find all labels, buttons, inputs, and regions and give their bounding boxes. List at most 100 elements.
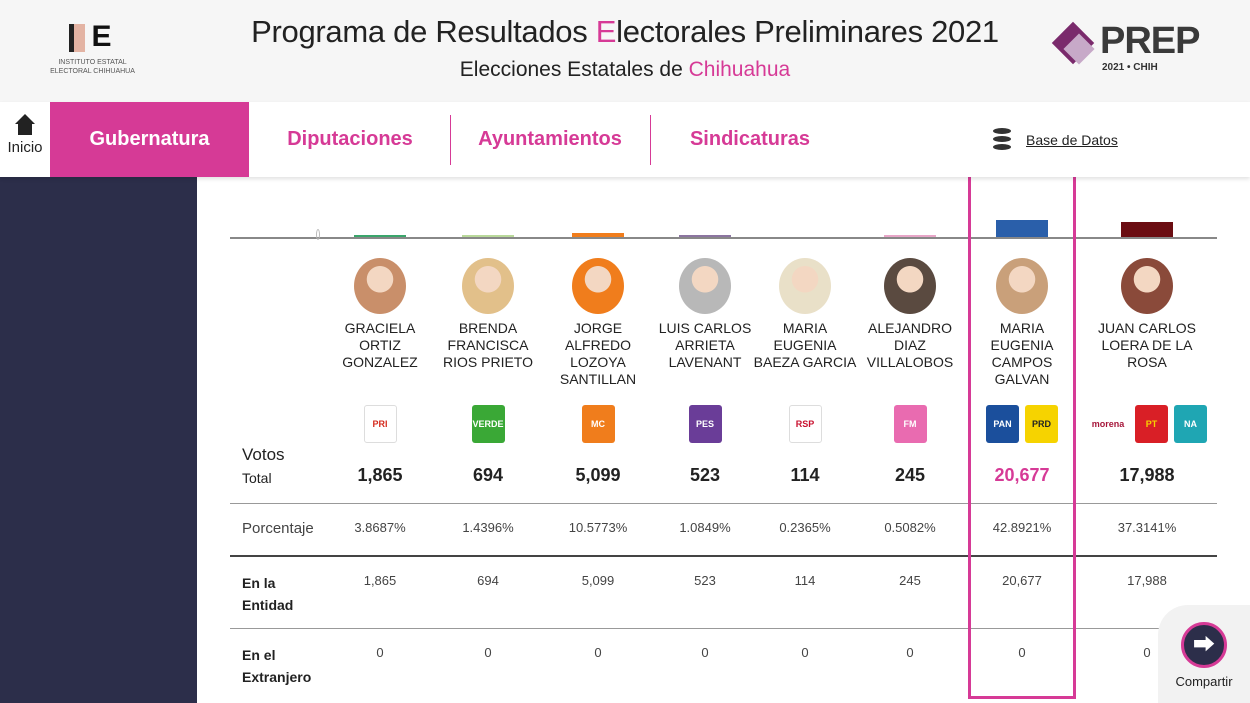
party-logos: RSP: [751, 404, 859, 444]
votes-extranjero: 0: [376, 645, 384, 660]
votes-entidad: 694: [477, 573, 499, 588]
percentage: 0.2365%: [779, 520, 831, 535]
percentage: 3.8687%: [354, 520, 406, 535]
votes-extranjero: 0: [906, 645, 914, 660]
party-logo: MC: [581, 405, 615, 443]
party-logos: morena PT NA: [1077, 404, 1217, 444]
votes-entidad: 5,099: [581, 573, 615, 588]
divider: [230, 628, 1217, 629]
candidate-photo: [354, 258, 406, 314]
total-votes: 523: [689, 465, 721, 485]
candidate-name: GRACIELA ORTIZ GONZALEZ: [342, 320, 418, 370]
party-logos: PAN PRD: [968, 404, 1076, 444]
party-logos: MC: [544, 404, 652, 444]
page-title: Programa de Resultados Electorales Preli…: [251, 14, 999, 49]
share-icon: ⮕: [1181, 622, 1227, 668]
party-logo: PRI: [363, 405, 397, 443]
party-logo: PT: [1135, 405, 1168, 443]
total-votes: 20,677: [994, 465, 1050, 485]
chart-axis: [230, 237, 1217, 239]
divider: [230, 555, 1217, 557]
total-votes: 5,099: [575, 465, 621, 485]
candidate-name: JORGE ALFREDO LOZOYA SANTILLAN: [559, 320, 637, 387]
votes-entidad: 523: [694, 573, 716, 588]
candidate-photo: [679, 258, 731, 314]
party-logos: PRI: [326, 404, 434, 444]
candidate-photo: [779, 258, 831, 314]
header: E INSTITUTO ESTATAL ELECTORAL CHIHUAHUA …: [0, 0, 1250, 102]
party-logos: VERDE: [434, 404, 542, 444]
votes-entidad: 114: [794, 573, 816, 588]
total-votes: 17,988: [1119, 465, 1175, 485]
database-icon: [993, 128, 1011, 150]
extranjero-label: En el Extranjero: [242, 647, 312, 685]
candidate-name: BRENDA FRANCISCA RIOS PRIETO: [443, 320, 533, 370]
vote-bar: [572, 233, 624, 237]
votes-extranjero: 0: [801, 645, 809, 660]
tab-gubernatura[interactable]: Gubernatura: [50, 102, 249, 177]
sidebar: [0, 177, 197, 703]
iee-logo[interactable]: E INSTITUTO ESTATAL ELECTORAL CHIHUAHUA: [40, 14, 145, 89]
home-button[interactable]: Inicio: [0, 102, 50, 177]
divider: [230, 503, 1217, 504]
candidate-name: MARIA EUGENIA CAMPOS GALVAN: [990, 320, 1054, 387]
candidate-photo: [1121, 258, 1173, 314]
percentage: 1.0849%: [679, 520, 731, 535]
tab-sindicaturas[interactable]: Sindicaturas: [689, 128, 811, 150]
candidate-name: ALEJANDRO DIAZ VILLALOBOS: [866, 320, 954, 370]
votes-extranjero: 0: [484, 645, 492, 660]
divider: [650, 115, 651, 165]
database-link[interactable]: Base de Datos: [993, 128, 1118, 152]
candidate-photo: [884, 258, 936, 314]
main-nav: Inicio Gubernatura Diputaciones Ayuntami…: [0, 102, 1250, 177]
candidate-photo: [572, 258, 624, 314]
party-logo: PRD: [1025, 405, 1058, 443]
total-votes: 1,865: [357, 465, 403, 485]
page-subtitle: Elecciones Estatales de Chihuahua: [459, 58, 791, 81]
candidate-name: LUIS CARLOS ARRIETA LAVENANT: [658, 320, 752, 370]
percentage: 0.5082%: [884, 520, 936, 535]
party-logos: PES: [651, 404, 759, 444]
entidad-label: En la Entidad: [242, 575, 294, 613]
votes-extranjero: 0: [701, 645, 709, 660]
share-button[interactable]: ⮕ Compartir: [1158, 605, 1250, 703]
party-logo: PAN: [986, 405, 1019, 443]
zero-marker: [316, 229, 320, 240]
percentage: 37.3141%: [1117, 520, 1177, 535]
votes-entidad: 20,677: [1002, 573, 1042, 588]
votes-entidad: 17,988: [1127, 573, 1167, 588]
vote-bar: [679, 235, 731, 237]
tab-diputaciones[interactable]: Diputaciones: [287, 128, 413, 150]
vote-bar: [884, 235, 936, 237]
total-votes: 245: [894, 465, 926, 485]
winner-highlight: [968, 177, 1076, 699]
total-label: Total: [242, 470, 272, 486]
votes-extranjero: 0: [1018, 645, 1026, 660]
vote-bar: [1121, 222, 1173, 237]
candidate-name: JUAN CARLOS LOERA DE LA ROSA: [1097, 320, 1197, 370]
percentage: 10.5773%: [568, 520, 628, 535]
home-icon: [15, 114, 35, 136]
party-logo: FM: [893, 405, 927, 443]
votes-extranjero: 0: [1143, 645, 1151, 660]
tab-ayuntamientos[interactable]: Ayuntamientos: [478, 128, 622, 150]
prep-logo[interactable]: PREP 2021 • CHIH: [1051, 20, 1208, 82]
candidate-name: MARIA EUGENIA BAEZA GARCIA: [753, 320, 857, 370]
party-logo: VERDE: [471, 405, 505, 443]
total-votes: 694: [472, 465, 504, 485]
party-logo: PES: [688, 405, 722, 443]
party-logos: FM: [856, 404, 964, 444]
votes-extranjero: 0: [594, 645, 602, 660]
percentage: 1.4396%: [462, 520, 514, 535]
percentage: 42.8921%: [992, 520, 1052, 535]
vote-bar: [462, 235, 514, 237]
vote-bar: [779, 235, 831, 237]
vote-bar: [354, 235, 406, 237]
votos-label: Votos: [242, 445, 285, 464]
candidate-photo: [996, 258, 1048, 314]
votes-entidad: 245: [899, 573, 921, 588]
porcentaje-label: Porcentaje: [242, 520, 314, 537]
votes-entidad: 1,865: [363, 573, 397, 588]
total-votes: 114: [790, 465, 820, 485]
vote-bar: [996, 220, 1048, 237]
